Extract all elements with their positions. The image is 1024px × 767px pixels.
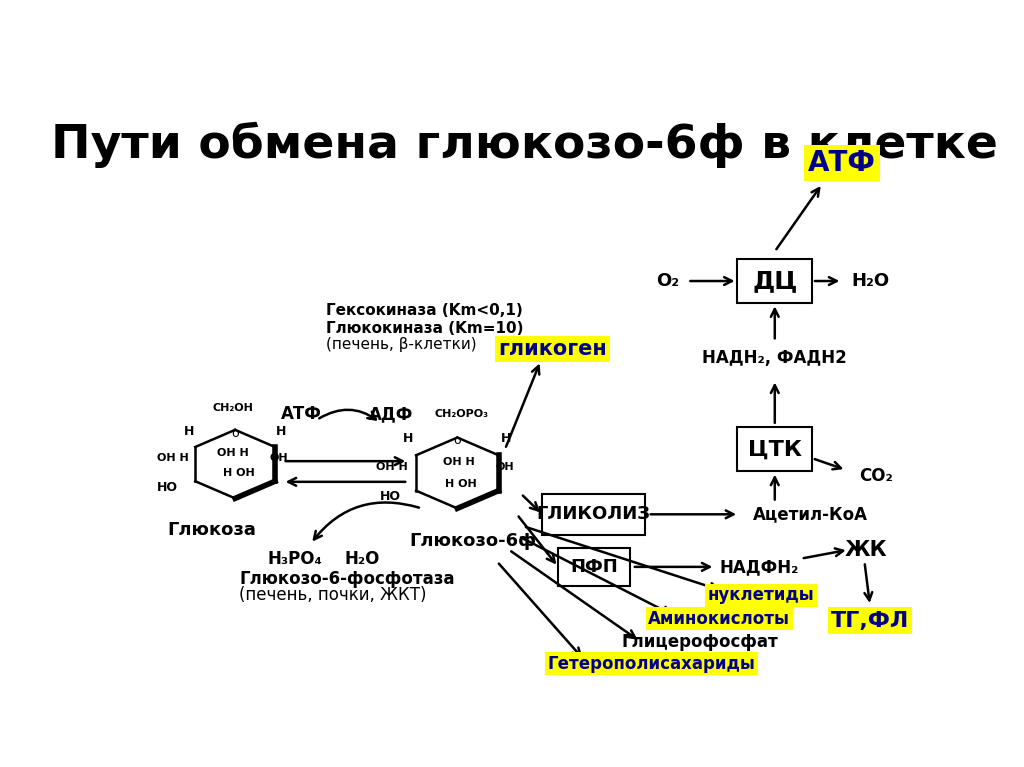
- Text: Глицерофосфат: Глицерофосфат: [621, 634, 778, 651]
- Text: Аминокислоты: Аминокислоты: [648, 610, 791, 628]
- Text: CH₂OH: CH₂OH: [212, 403, 253, 413]
- Text: OH H: OH H: [217, 449, 249, 459]
- Text: НАДН₂, ФАДН2: НАДН₂, ФАДН2: [702, 349, 847, 367]
- Text: (печень, β-клетки): (печень, β-клетки): [327, 337, 477, 352]
- Text: H: H: [276, 425, 287, 438]
- Text: OH: OH: [496, 462, 514, 472]
- Text: H: H: [502, 433, 512, 445]
- Text: ЖК: ЖК: [845, 540, 888, 560]
- Text: HO: HO: [380, 490, 400, 503]
- Text: гликоген: гликоген: [499, 339, 607, 359]
- Text: Глюкозо-6-фосфотаза: Глюкозо-6-фосфотаза: [240, 571, 455, 588]
- Text: o: o: [454, 434, 461, 447]
- Text: OH H: OH H: [377, 462, 409, 472]
- Text: OH H: OH H: [158, 453, 189, 463]
- Text: нуклетиды: нуклетиды: [708, 586, 815, 604]
- Text: ТГ,ФЛ: ТГ,ФЛ: [830, 611, 909, 630]
- Text: Н₂О: Н₂О: [344, 550, 380, 568]
- Text: Глюкозо-6ф: Глюкозо-6ф: [410, 532, 537, 550]
- FancyBboxPatch shape: [543, 494, 645, 535]
- Text: АДФ: АДФ: [370, 405, 414, 423]
- Text: ГЛИКОЛИЗ: ГЛИКОЛИЗ: [537, 505, 651, 523]
- Text: H OH: H OH: [445, 479, 477, 489]
- Text: Н₃РО₄: Н₃РО₄: [267, 550, 323, 568]
- Text: Глюкокиназа (Km=10): Глюкокиназа (Km=10): [327, 321, 524, 336]
- FancyBboxPatch shape: [558, 548, 630, 586]
- Text: ПФП: ПФП: [570, 558, 617, 576]
- Text: НАДФН₂: НАДФН₂: [719, 558, 799, 576]
- FancyBboxPatch shape: [737, 427, 812, 472]
- Text: Пути обмена глюкозо-6ф в клетке: Пути обмена глюкозо-6ф в клетке: [51, 121, 998, 168]
- FancyBboxPatch shape: [737, 259, 812, 303]
- Text: ДЦ: ДЦ: [752, 269, 798, 293]
- Text: АТФ: АТФ: [808, 149, 877, 177]
- Text: OH: OH: [269, 453, 288, 463]
- Text: (печень, почки, ЖКТ): (печень, почки, ЖКТ): [240, 586, 427, 604]
- Text: О₂: О₂: [656, 272, 679, 290]
- Text: Гексокиназа (Km<0,1): Гексокиназа (Km<0,1): [327, 303, 523, 318]
- Text: Н₂О: Н₂О: [851, 272, 889, 290]
- Text: CH₂OPO₃: CH₂OPO₃: [434, 409, 488, 419]
- Text: H: H: [403, 433, 414, 445]
- Text: СО₂: СО₂: [859, 467, 893, 485]
- Text: АТФ: АТФ: [281, 405, 322, 423]
- Text: H: H: [184, 425, 195, 438]
- Text: H OH: H OH: [223, 468, 255, 478]
- Text: HO: HO: [158, 481, 178, 494]
- Text: ЦТК: ЦТК: [748, 439, 802, 459]
- Text: Гетерополисахариды: Гетерополисахариды: [548, 655, 756, 673]
- Text: OH H: OH H: [443, 457, 475, 467]
- Text: o: o: [231, 427, 239, 440]
- Text: Ацетил-КоА: Ацетил-КоА: [753, 505, 868, 523]
- Text: Глюкоза: Глюкоза: [167, 522, 256, 539]
